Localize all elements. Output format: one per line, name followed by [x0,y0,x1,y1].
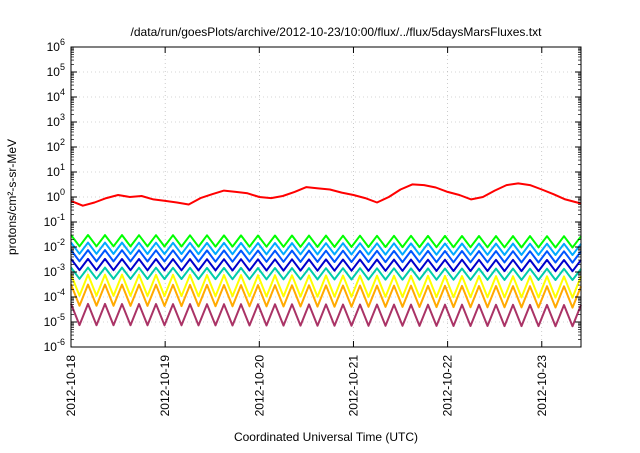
series-line [70,249,582,264]
y-tick-labels: 10-6 10-5 10-4 10-3 10-2 10-1 100 101 102 103 104 1… [44,37,65,354]
y-tick-label: 10-2 [44,237,65,254]
x-tick-label: 2012-10-18 [64,355,78,417]
ticks [70,46,581,348]
series-layer [70,182,582,328]
series-line [70,283,582,309]
y-axis-label: protons/cm²-s-sr-MeV [5,139,19,255]
y-tick-label: 10-3 [44,262,65,279]
y-tick-label: 102 [47,137,65,154]
y-tick-label: 104 [47,87,65,104]
series-line [70,273,582,299]
series-line [70,241,582,256]
y-tick-label: 10-1 [44,212,65,229]
y-tick-label: 100 [47,187,65,204]
y-tick-label: 10-6 [44,337,65,354]
y-tick-label: 106 [47,37,65,54]
chart-title: /data/run/goesPlots/archive/2012-10-23/1… [131,25,543,39]
x-tick-label: 2012-10-23 [535,355,549,417]
x-tick-label: 2012-10-19 [158,355,172,417]
y-tick-label: 105 [47,62,65,79]
x-tick-label: 2012-10-20 [252,355,266,417]
y-tick-label: 103 [47,112,65,129]
series-line [70,302,582,328]
series-line [70,182,582,207]
x-tick-label: 2012-10-22 [441,355,455,417]
x-tick-label: 2012-10-21 [346,355,360,417]
series-line [70,257,582,273]
x-tick-labels: 2012-10-18 2012-10-19 2012-10-20 2012-10-21… [64,355,549,417]
series-line [70,266,582,281]
y-tick-label: 101 [47,162,65,179]
x-axis-label: Coordinated Universal Time (UTC) [234,430,418,444]
series-line [70,234,582,249]
y-tick-label: 10-4 [44,287,65,304]
y-tick-label: 10-5 [44,312,65,329]
